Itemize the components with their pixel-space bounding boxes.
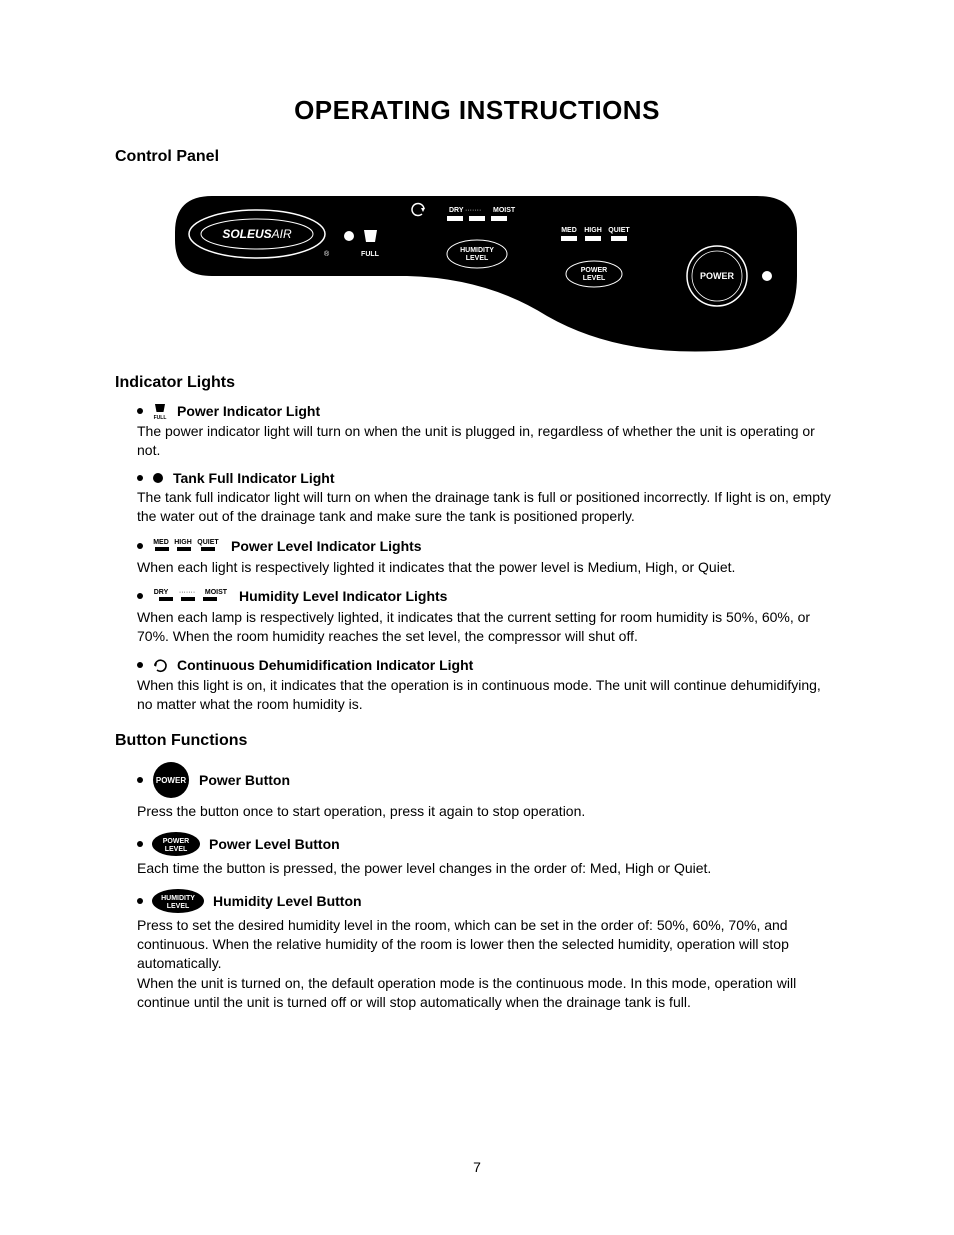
svg-text:·······: ······· bbox=[179, 589, 195, 596]
svg-text:DRY: DRY bbox=[449, 207, 464, 214]
svg-text:HIGH: HIGH bbox=[584, 227, 602, 234]
indicator-lights-heading: Indicator Lights bbox=[115, 374, 839, 392]
svg-text:MED: MED bbox=[153, 539, 169, 546]
svg-text:FULL: FULL bbox=[361, 251, 380, 258]
control-panel-diagram: SOLEUSAIR ® FULL DRY ······· MOIST HUMID… bbox=[157, 176, 797, 356]
tank-full-indicator-item: Tank Full Indicator Light The tank full … bbox=[115, 470, 839, 526]
svg-text:FULL: FULL bbox=[154, 415, 167, 420]
continuous-indicator-item: Continuous Dehumidification Indicator Li… bbox=[115, 656, 839, 714]
dot-icon bbox=[151, 471, 165, 485]
svg-text:®: ® bbox=[324, 250, 330, 258]
svg-text:LEVEL: LEVEL bbox=[466, 255, 489, 262]
svg-text:HIGH: HIGH bbox=[174, 539, 192, 546]
svg-text:LEVEL: LEVEL bbox=[165, 846, 188, 853]
svg-text:QUIET: QUIET bbox=[608, 227, 630, 234]
power-level-lights-title: Power Level Indicator Lights bbox=[231, 538, 422, 554]
svg-text:POWER: POWER bbox=[163, 838, 189, 845]
bullet-icon bbox=[137, 475, 143, 481]
svg-text:DRY: DRY bbox=[154, 589, 169, 596]
power-button-title: Power Button bbox=[199, 772, 290, 788]
svg-text:SOLEUSAIR: SOLEUSAIR bbox=[222, 227, 292, 241]
med-high-quiet-icon: MED HIGH QUIET bbox=[151, 536, 223, 556]
svg-text:HUMIDITY: HUMIDITY bbox=[460, 247, 494, 254]
dry-moist-icon: DRY ······· MOIST bbox=[151, 586, 231, 606]
svg-text:MOIST: MOIST bbox=[205, 589, 228, 596]
bullet-icon bbox=[137, 593, 143, 599]
svg-text:HUMIDITY: HUMIDITY bbox=[161, 895, 195, 902]
tank-full-title: Tank Full Indicator Light bbox=[173, 470, 335, 486]
humidity-level-button-item: HUMIDITY LEVEL Humidity Level Button Pre… bbox=[115, 888, 839, 1012]
humidity-level-button-body2: When the unit is turned on, the default … bbox=[137, 974, 839, 1012]
bullet-icon bbox=[137, 408, 143, 414]
bullet-icon bbox=[137, 662, 143, 668]
power-indicator-item: FULL Power Indicator Light The power ind… bbox=[115, 402, 839, 460]
humidity-level-lights-title: Humidity Level Indicator Lights bbox=[239, 588, 447, 604]
power-level-button-body: Each time the button is pressed, the pow… bbox=[137, 859, 839, 878]
power-button-body: Press the button once to start operation… bbox=[137, 802, 839, 821]
humidity-level-lights-body: When each lamp is respectively lighted, … bbox=[137, 608, 839, 646]
humidity-level-indicator-item: DRY ······· MOIST Humidity Level Indicat… bbox=[115, 586, 839, 646]
power-button-item: POWER Power Button Press the button once… bbox=[115, 760, 839, 821]
power-indicator-body: The power indicator light will turn on w… bbox=[137, 422, 839, 460]
svg-text:MED: MED bbox=[561, 227, 577, 234]
control-panel-heading: Control Panel bbox=[115, 148, 839, 166]
page-title: OPERATING INSTRUCTIONS bbox=[115, 95, 839, 126]
humidity-level-button-icon: HUMIDITY LEVEL bbox=[151, 888, 205, 914]
power-level-button-icon: POWER LEVEL bbox=[151, 831, 201, 857]
bullet-icon bbox=[137, 777, 143, 783]
svg-text:MOIST: MOIST bbox=[493, 207, 516, 214]
page: OPERATING INSTRUCTIONS Control Panel SOL… bbox=[0, 0, 954, 1235]
bullet-icon bbox=[137, 841, 143, 847]
power-level-button-item: POWER LEVEL Power Level Button Each time… bbox=[115, 831, 839, 878]
page-number: 7 bbox=[0, 1159, 954, 1175]
svg-text:POWER: POWER bbox=[700, 271, 735, 281]
power-indicator-title: Power Indicator Light bbox=[177, 403, 320, 419]
continuous-body: When this light is on, it indicates that… bbox=[137, 676, 839, 714]
humidity-level-button-title: Humidity Level Button bbox=[213, 893, 362, 909]
continuous-title: Continuous Dehumidification Indicator Li… bbox=[177, 657, 473, 673]
bullet-icon bbox=[137, 898, 143, 904]
continuous-cycle-icon bbox=[151, 656, 169, 674]
bucket-full-icon: FULL bbox=[151, 402, 169, 420]
power-button-icon: POWER bbox=[151, 760, 191, 800]
bullet-icon bbox=[137, 543, 143, 549]
power-level-indicator-item: MED HIGH QUIET Power Level Indicator Lig… bbox=[115, 536, 839, 577]
svg-text:LEVEL: LEVEL bbox=[167, 903, 190, 910]
svg-text:LEVEL: LEVEL bbox=[583, 275, 606, 282]
svg-text:·······: ······· bbox=[465, 207, 481, 214]
svg-text:POWER: POWER bbox=[581, 267, 607, 274]
svg-text:POWER: POWER bbox=[156, 776, 186, 785]
humidity-level-button-body1: Press to set the desired humidity level … bbox=[137, 916, 839, 973]
tank-full-body: The tank full indicator light will turn … bbox=[137, 488, 839, 526]
button-functions-heading: Button Functions bbox=[115, 732, 839, 750]
power-level-button-title: Power Level Button bbox=[209, 836, 340, 852]
svg-text:QUIET: QUIET bbox=[197, 539, 219, 546]
power-level-lights-body: When each light is respectively lighted … bbox=[137, 558, 839, 577]
